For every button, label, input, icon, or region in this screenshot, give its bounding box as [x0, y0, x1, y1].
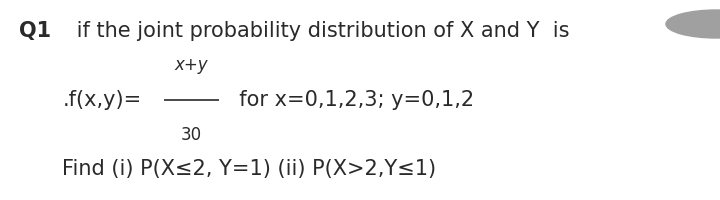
Text: Q1: Q1: [19, 21, 51, 41]
Text: if the joint probability distribution of X and Y  is: if the joint probability distribution of…: [70, 21, 569, 41]
Text: x+y: x+y: [175, 55, 208, 73]
Text: 30: 30: [181, 127, 202, 144]
Text: Find (i) P(X≤2, Y=1) (ii) P(X>2,Y≤1): Find (i) P(X≤2, Y=1) (ii) P(X>2,Y≤1): [63, 159, 436, 179]
Text: .f(x,y)=: .f(x,y)=: [63, 90, 142, 110]
Text: for x=0,1,2,3; y=0,1,2: for x=0,1,2,3; y=0,1,2: [226, 90, 474, 110]
